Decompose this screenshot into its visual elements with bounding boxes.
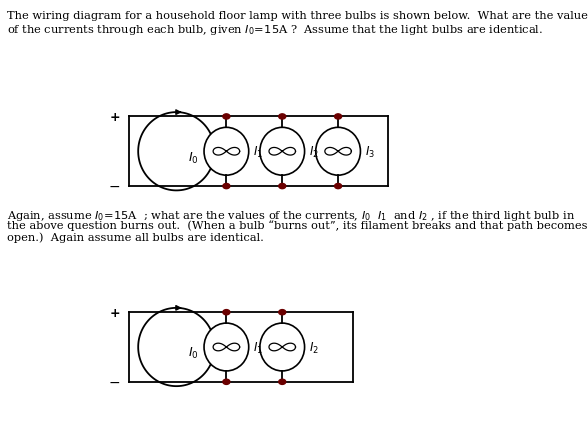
Circle shape [279, 379, 286, 385]
Text: of the currents through each bulb, given $I_0\!=\!15$A ?  Assume that the light : of the currents through each bulb, given… [7, 23, 543, 36]
Text: open.)  Again assume all bulbs are identical.: open.) Again assume all bulbs are identi… [7, 232, 264, 242]
Circle shape [223, 184, 230, 189]
Circle shape [279, 115, 286, 120]
Text: $I_1$: $I_1$ [253, 340, 263, 355]
Text: $I_0$: $I_0$ [188, 345, 199, 361]
Text: +: + [110, 306, 121, 319]
Text: $I_2$: $I_2$ [309, 340, 319, 355]
Circle shape [335, 115, 342, 120]
Text: +: + [110, 111, 121, 124]
Text: $I_2$: $I_2$ [309, 145, 319, 159]
Circle shape [279, 184, 286, 189]
Text: The wiring diagram for a household floor lamp with three bulbs is shown below.  : The wiring diagram for a household floor… [7, 11, 588, 21]
Circle shape [279, 310, 286, 315]
Text: $I_1$: $I_1$ [253, 145, 263, 159]
Text: −: − [109, 375, 121, 389]
Circle shape [223, 379, 230, 385]
Circle shape [223, 115, 230, 120]
Circle shape [223, 310, 230, 315]
Text: $I_3$: $I_3$ [365, 145, 375, 159]
Text: Again, assume $I_0\!=\!15$A  ; what are the values of the currents, $I_0$  $I_1$: Again, assume $I_0\!=\!15$A ; what are t… [7, 208, 575, 222]
Text: −: − [109, 180, 121, 194]
Text: $I_0$: $I_0$ [188, 150, 199, 165]
Circle shape [335, 184, 342, 189]
Text: the above question burns out.  (When a bulb “burns out”, its filament breaks and: the above question burns out. (When a bu… [7, 220, 587, 231]
